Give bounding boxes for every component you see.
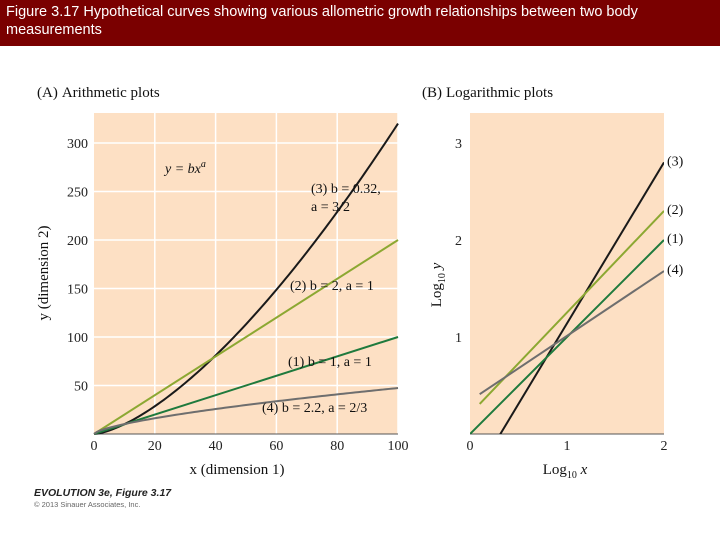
panel-b-y-tick-label: 3 xyxy=(455,137,462,152)
panel-a-curves xyxy=(93,123,399,435)
panel-a: (A) Arithmetic plots 0 20 40 60 80 100 50 100 15… xyxy=(36,85,409,478)
log-curve3-label: (3) xyxy=(667,154,684,169)
panel-b-plot-area xyxy=(470,113,664,434)
panel-a-x-ticks: 0 20 40 60 80 100 xyxy=(91,439,409,454)
panel-a-x-tick-label: 20 xyxy=(148,439,162,454)
panel-a-x-tick-label: 0 xyxy=(91,439,98,454)
panel-a-y-tick-label: 50 xyxy=(74,380,88,395)
panel-b-y-tick-label: 2 xyxy=(455,234,462,249)
equation-label: y = bxa xyxy=(163,159,206,177)
panel-a-letter: (A) xyxy=(37,85,58,101)
panel-b-x-label: Log10 x xyxy=(543,462,588,481)
panel-a-x-tick-label: 40 xyxy=(209,439,223,454)
panel-a-y-tick-label: 250 xyxy=(67,186,88,201)
curve1-line xyxy=(93,336,399,435)
curve3-label-line2: a = 3/2 xyxy=(311,200,350,215)
log-curve1-label: (1) xyxy=(667,232,684,247)
panel-b-title-text: Logarithmic plots xyxy=(446,85,553,101)
panel-a-y-label: y (dimension 2) xyxy=(36,226,52,321)
curve3-label-line1: (3) b = 0.32, xyxy=(311,182,381,197)
curve4-label: (4) b = 2.2, a = 2/3 xyxy=(262,401,367,416)
panel-b-curves xyxy=(470,161,664,434)
panel-a-y-tick-label: 300 xyxy=(67,137,88,152)
panel-b-y-tick-label: 1 xyxy=(455,331,462,346)
credit-title: EVOLUTION 3e, Figure 3.17 xyxy=(34,487,172,499)
log-curve3-line xyxy=(499,161,664,434)
panel-b-x-tick-label: 2 xyxy=(661,439,668,454)
panel-a-y-ticks: 50 100 150 200 250 300 xyxy=(67,137,88,395)
curve2-label: (2) b = 2, a = 1 xyxy=(290,279,374,294)
panel-a-title-text: Arithmetic plots xyxy=(62,85,160,101)
curve4-line xyxy=(93,387,399,435)
curve2-line xyxy=(93,239,399,435)
panel-a-x-label: x (dimension 1) xyxy=(190,462,285,478)
curve3-line xyxy=(93,123,399,435)
equation-base: y = bx xyxy=(163,162,202,177)
panel-a-y-tick-label: 200 xyxy=(67,234,88,249)
panel-b-y-ticks: 1 2 3 xyxy=(455,137,462,346)
panel-b-title: (B) Logarithmic plots xyxy=(422,85,553,101)
panel-b: (B) Logarithmic plots 0 1 2 1 2 3 (3) (2) (1) (4… xyxy=(422,85,684,481)
log-curve4-line xyxy=(479,270,664,396)
panel-a-x-tick-label: 100 xyxy=(388,439,409,454)
log-curve2-label: (2) xyxy=(667,203,684,218)
panel-a-grid xyxy=(94,113,399,434)
log-curve2-line xyxy=(478,210,664,405)
credit-copyright: © 2013 Sinauer Associates, Inc. xyxy=(34,500,141,509)
panel-a-x-tick-label: 60 xyxy=(269,439,283,454)
panel-a-title: (A) Arithmetic plots xyxy=(37,85,160,101)
panel-b-y-label: Log10 y xyxy=(429,262,448,307)
panel-b-letter: (B) xyxy=(422,85,442,101)
panel-a-y-tick-label: 100 xyxy=(67,331,88,346)
log-curve4-label: (4) xyxy=(667,263,684,278)
panel-b-x-tick-label: 1 xyxy=(564,439,571,454)
panel-b-x-tick-label: 0 xyxy=(467,439,474,454)
panel-b-x-ticks: 0 1 2 xyxy=(467,439,668,454)
panel-a-y-tick-label: 150 xyxy=(67,283,88,298)
panel-a-x-tick-label: 80 xyxy=(330,439,344,454)
panel-b-curve-labels: (3) (2) (1) (4) xyxy=(667,154,684,278)
curve1-label: (1) b = 1, a = 1 xyxy=(288,355,372,370)
slide-title: Figure 3.17 Hypothetical curves showing … xyxy=(0,0,720,46)
equation-exponent: a xyxy=(201,159,206,170)
